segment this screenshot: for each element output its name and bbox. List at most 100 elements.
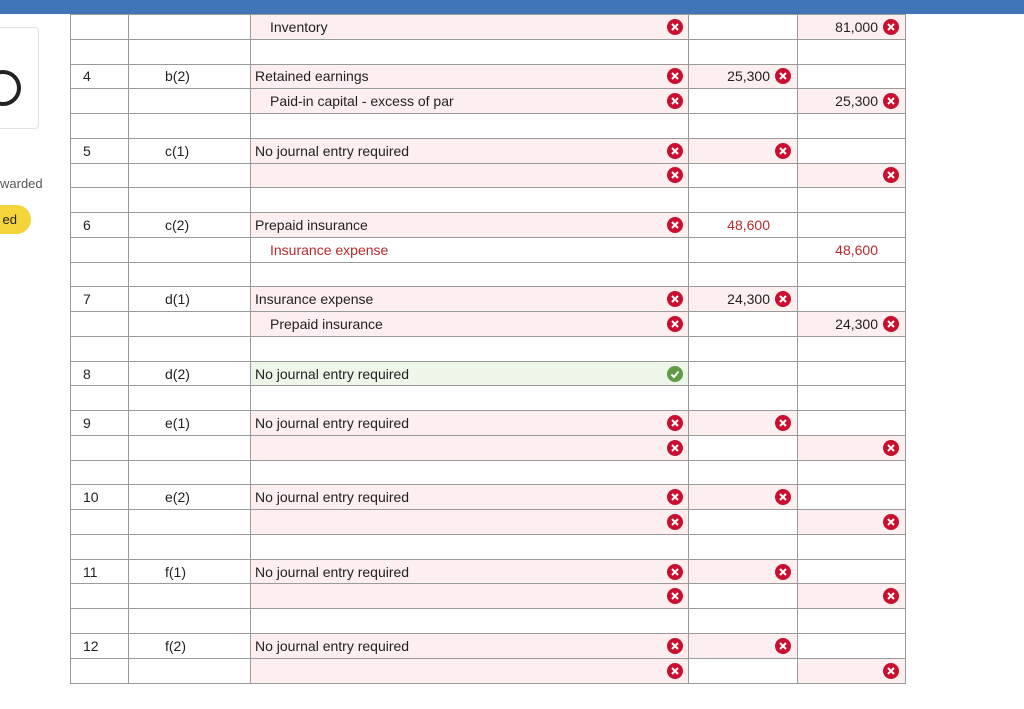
credit-cell[interactable]	[797, 38, 906, 65]
event-text: f(1)	[165, 563, 186, 580]
debit-cell[interactable]	[688, 335, 798, 362]
credit-cell[interactable]	[797, 533, 906, 560]
entry-no-cell	[70, 113, 129, 139]
debit-cell[interactable]	[688, 583, 798, 610]
debit-cell[interactable]	[688, 38, 798, 65]
button[interactable]: ed	[0, 205, 31, 234]
event-cell	[128, 113, 251, 139]
debit-cell[interactable]	[688, 88, 798, 115]
account-cell[interactable]	[250, 187, 689, 214]
debit-cell[interactable]: 24,300	[688, 286, 798, 313]
credit-cell[interactable]	[797, 459, 906, 486]
account-cell[interactable]	[250, 261, 689, 288]
credit-cell[interactable]: 24,300	[797, 311, 906, 337]
account-cell[interactable]	[250, 38, 689, 65]
event-cell: c(1)	[128, 137, 251, 164]
debit-cell[interactable]	[688, 113, 798, 139]
credit-cell[interactable]	[797, 261, 906, 288]
credit-cell[interactable]	[797, 162, 906, 189]
debit-cell[interactable]	[688, 410, 798, 436]
account-cell[interactable]: No journal entry required	[250, 633, 689, 659]
account-cell[interactable]	[250, 583, 689, 610]
debit-cell[interactable]	[688, 608, 798, 634]
debit-cell[interactable]: 25,300	[688, 63, 798, 90]
credit-cell[interactable]	[797, 434, 906, 461]
account-cell[interactable]: Insurance expense	[250, 286, 689, 313]
incorrect-icon	[883, 18, 899, 35]
credit-cell[interactable]	[797, 360, 906, 387]
account-cell[interactable]: Prepaid insurance	[250, 311, 689, 337]
account-cell[interactable]	[250, 533, 689, 560]
debit-cell[interactable]	[688, 385, 798, 412]
account-cell[interactable]: No journal entry required	[250, 360, 689, 387]
debit-cell[interactable]	[688, 162, 798, 189]
credit-cell[interactable]	[797, 558, 906, 585]
debit-cell[interactable]	[688, 261, 798, 288]
debit-cell[interactable]	[688, 558, 798, 585]
entry-no-text: 10	[83, 489, 99, 506]
debit-cell[interactable]	[688, 509, 798, 535]
debit-cell[interactable]	[688, 187, 798, 214]
account-cell[interactable]	[250, 162, 689, 189]
account-cell[interactable]: Paid-in capital - excess of par	[250, 88, 689, 115]
credit-cell[interactable]	[797, 63, 906, 90]
event-text: c(1)	[165, 142, 190, 159]
account-cell[interactable]: No journal entry required	[250, 410, 689, 436]
account-cell[interactable]	[250, 113, 689, 139]
entry-no-text: 6	[83, 216, 91, 233]
account-cell[interactable]: No journal entry required	[250, 484, 689, 511]
account-cell[interactable]	[250, 385, 689, 412]
credit-cell[interactable]	[797, 187, 906, 214]
entry-no-cell: 4	[70, 63, 129, 90]
credit-cell[interactable]	[797, 583, 906, 610]
account-cell[interactable]	[250, 434, 689, 461]
credit-cell[interactable]	[797, 484, 906, 511]
credit-cell[interactable]	[797, 335, 906, 362]
account-cell[interactable]: Prepaid insurance	[250, 212, 689, 238]
credit-cell[interactable]	[797, 113, 906, 139]
account-cell[interactable]	[250, 335, 689, 362]
credit-cell[interactable]: 81,000	[797, 14, 906, 40]
account-cell[interactable]: Inventory	[250, 14, 689, 40]
account-cell[interactable]: No journal entry required	[250, 558, 689, 585]
incorrect-icon	[667, 563, 683, 580]
account-text: Retained earnings	[255, 68, 369, 85]
debit-cell[interactable]	[688, 484, 798, 511]
debit-cell[interactable]	[688, 533, 798, 560]
event-cell	[128, 583, 251, 610]
incorrect-icon	[667, 142, 683, 159]
debit-cell[interactable]	[688, 14, 798, 40]
event-cell	[128, 459, 251, 486]
debit-cell[interactable]	[688, 657, 798, 684]
debit-cell[interactable]	[688, 137, 798, 164]
entry-no-cell	[70, 509, 129, 535]
debit-cell[interactable]	[688, 633, 798, 659]
debit-cell[interactable]	[688, 360, 798, 387]
credit-cell[interactable]	[797, 385, 906, 412]
credit-cell[interactable]	[797, 137, 906, 164]
credit-cell[interactable]	[797, 608, 906, 634]
incorrect-icon	[883, 662, 899, 679]
account-cell[interactable]: Insurance expense	[250, 236, 689, 263]
credit-cell[interactable]	[797, 657, 906, 684]
credit-cell[interactable]	[797, 286, 906, 313]
credit-cell[interactable]	[797, 212, 906, 238]
account-cell[interactable]	[250, 608, 689, 634]
entry-no-cell	[70, 434, 129, 461]
credit-cell[interactable]: 25,300	[797, 88, 906, 115]
account-cell[interactable]: Retained earnings	[250, 63, 689, 90]
credit-cell[interactable]: 48,600	[797, 236, 906, 263]
credit-cell[interactable]	[797, 410, 906, 436]
account-cell[interactable]	[250, 509, 689, 535]
debit-cell[interactable]	[688, 459, 798, 486]
credit-cell[interactable]	[797, 509, 906, 535]
debit-cell[interactable]	[688, 236, 798, 263]
account-cell[interactable]: No journal entry required	[250, 137, 689, 164]
debit-cell[interactable]	[688, 311, 798, 337]
debit-cell[interactable]	[688, 434, 798, 461]
account-cell[interactable]	[250, 657, 689, 684]
debit-cell[interactable]: 48,600	[688, 212, 798, 238]
credit-cell[interactable]	[797, 633, 906, 659]
account-cell[interactable]	[250, 459, 689, 486]
entry-no-cell	[70, 187, 129, 214]
